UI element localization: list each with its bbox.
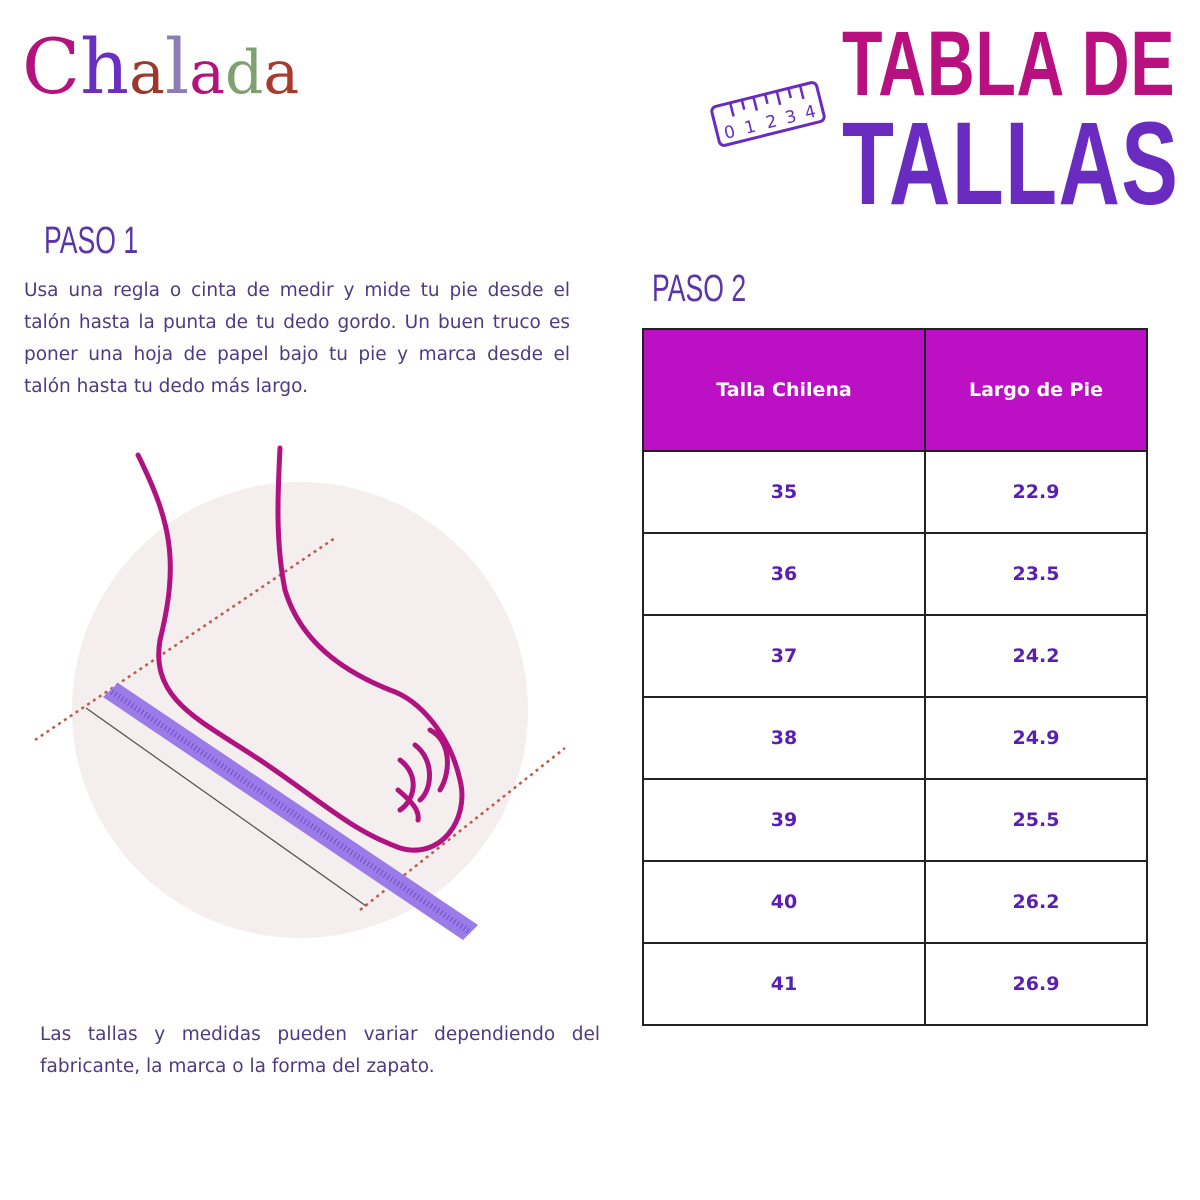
size-table: Talla Chilena Largo de Pie 35 22.9 36 23.5… — [642, 328, 1148, 1026]
length-cell: 22.9 — [924, 450, 1148, 534]
step1-instructions: Usa una regla o cinta de medir y mide tu… — [24, 280, 570, 397]
ruler-digit: 0 — [722, 122, 737, 144]
table-row: 36 23.5 — [642, 532, 1148, 616]
ruler-icon: 0 1 2 3 4 — [710, 81, 826, 147]
size-cell: 35 — [642, 450, 926, 534]
heel-guide-line — [34, 536, 336, 742]
title-line-2: TALLAS — [842, 98, 1180, 230]
logo-letter: a — [129, 38, 165, 108]
length-cell: 26.2 — [924, 860, 1148, 944]
step2-heading: PASO 2 — [652, 268, 747, 310]
foot-measuring-illustration — [34, 445, 566, 940]
logo-letter: l — [164, 22, 190, 111]
table-row: 39 25.5 — [642, 778, 1148, 862]
column-header-largo: Largo de Pie — [924, 328, 1148, 452]
length-cell: 24.9 — [924, 696, 1148, 780]
length-cell: 26.9 — [924, 942, 1148, 1026]
ruler-digit: 1 — [743, 117, 758, 139]
toes — [395, 727, 450, 823]
ruler-digit: 2 — [764, 111, 779, 133]
table-row: 35 22.9 — [642, 450, 1148, 534]
table-row: 37 24.2 — [642, 614, 1148, 698]
column-header-talla: Talla Chilena — [642, 328, 926, 452]
foot-outline — [135, 445, 465, 853]
size-cell: 38 — [642, 696, 926, 780]
size-cell: 39 — [642, 778, 926, 862]
size-cell: 37 — [642, 614, 926, 698]
table-row: 38 24.9 — [642, 696, 1148, 780]
ruler-digit: 3 — [783, 107, 798, 129]
length-cell: 24.2 — [924, 614, 1148, 698]
ruler — [103, 683, 478, 940]
length-cell: 25.5 — [924, 778, 1148, 862]
size-disclaimer: Las tallas y medidas pueden variar depen… — [40, 1024, 600, 1077]
table-header-row: Talla Chilena Largo de Pie — [642, 328, 1148, 452]
logo-letter: a — [189, 38, 225, 108]
brand-logo: Chalada — [22, 22, 299, 111]
background-circle — [72, 482, 528, 938]
logo-letter: h — [80, 22, 130, 111]
page-title: TABLA DE TALLAS — [842, 13, 1180, 230]
logo-letter: d — [224, 38, 264, 108]
measurement-arrow — [85, 707, 367, 907]
logo-letter: a — [263, 38, 300, 108]
size-cell: 41 — [642, 942, 926, 1026]
length-cell: 23.5 — [924, 532, 1148, 616]
table-row: 41 26.9 — [642, 942, 1148, 1026]
ruler-digit: 4 — [803, 102, 818, 124]
size-cell: 40 — [642, 860, 926, 944]
logo-letter: C — [22, 22, 81, 111]
table-row: 40 26.2 — [642, 860, 1148, 944]
title-line-1: TABLA DE — [842, 13, 1176, 115]
step1-heading: PASO 1 — [44, 220, 139, 262]
size-cell: 36 — [642, 532, 926, 616]
